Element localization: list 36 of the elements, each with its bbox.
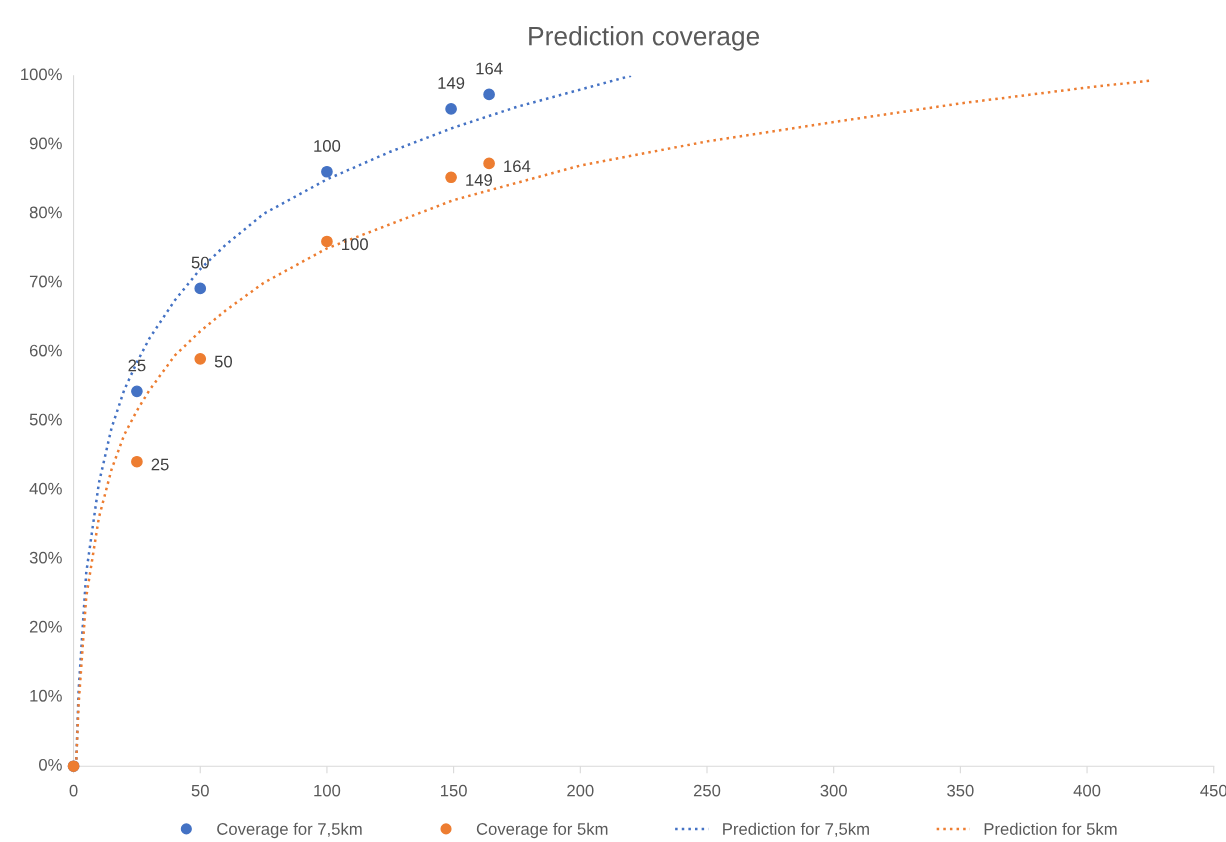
x-tick-label: 100 xyxy=(314,784,341,797)
y-tick-label: 70% xyxy=(29,275,62,288)
annotation: 164 xyxy=(476,62,503,75)
x-tick-label: 250 xyxy=(693,784,721,797)
y-tick-label: 90% xyxy=(29,137,62,150)
annotation: 164 xyxy=(504,160,531,173)
annotation: 100 xyxy=(342,238,368,251)
annotation: 50 xyxy=(191,256,209,269)
legend-label: Coverage for 7,5km xyxy=(217,822,362,839)
y-tick-label: 10% xyxy=(30,689,62,702)
annotation: 25 xyxy=(151,458,169,471)
y-tick-label: 60% xyxy=(29,344,62,357)
annotation: 100 xyxy=(314,139,341,152)
chart-title: Prediction coverage xyxy=(529,26,760,51)
x-tick-label: 350 xyxy=(947,784,974,797)
annotation: 25 xyxy=(128,359,146,372)
x-tick-label: 0 xyxy=(69,784,78,797)
x-tick-label: 450 xyxy=(1200,784,1226,797)
x-tick-label: 200 xyxy=(567,784,594,797)
y-tick-label: 30% xyxy=(29,551,62,564)
x-tick-label: 300 xyxy=(820,784,847,797)
y-tick-label: 100% xyxy=(21,68,62,81)
x-tick-label: 150 xyxy=(440,784,467,797)
x-tick-label: 50 xyxy=(191,784,209,797)
annotation: 149 xyxy=(466,174,492,186)
legend-label: Coverage for 5km xyxy=(476,822,608,839)
x-tick-label: 400 xyxy=(1073,784,1101,797)
y-tick-label: 20% xyxy=(29,620,62,633)
y-tick-label: 80% xyxy=(29,206,62,219)
y-tick-label: 0% xyxy=(39,758,62,771)
y-tick-label: 40% xyxy=(29,482,62,495)
y-tick-label: 50% xyxy=(29,413,62,426)
legend-label: Prediction for 7,5km xyxy=(723,822,869,837)
annotation: 50 xyxy=(214,355,233,368)
legend-label: Prediction for 5km xyxy=(984,822,1117,835)
annotation: 149 xyxy=(438,77,465,89)
